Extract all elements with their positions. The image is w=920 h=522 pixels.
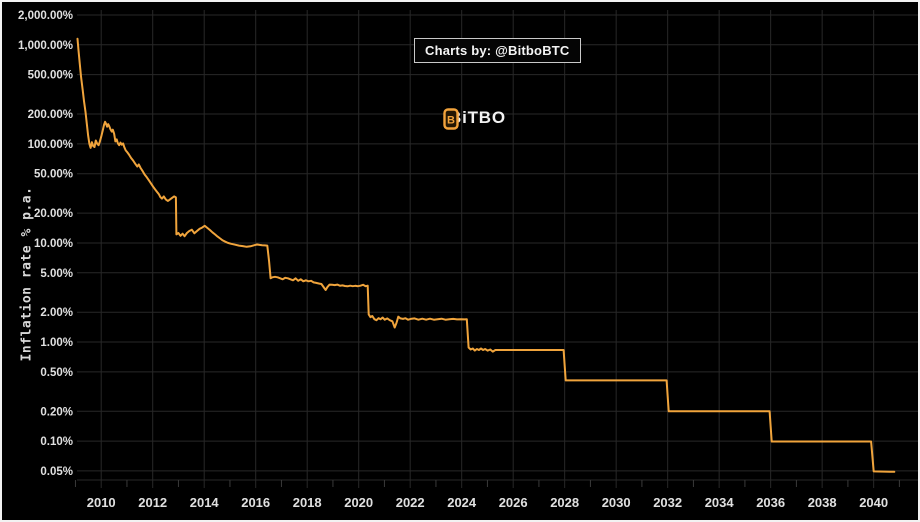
y-tick-label: 0.50% [40, 367, 73, 379]
x-tick-label: 2012 [138, 495, 167, 510]
y-tick-label: 1,000.00% [18, 40, 73, 52]
y-tick-label: 0.10% [40, 436, 73, 448]
x-tick-label: 2036 [756, 495, 785, 510]
x-tick-label: 2022 [396, 495, 425, 510]
y-tick-label: 1.00% [40, 337, 73, 349]
charts-by-badge: Charts by: @BitboBTC [414, 38, 581, 63]
x-tick-label: 2010 [87, 495, 116, 510]
inflation-rate-line [76, 37, 896, 473]
x-tick-label: 2032 [653, 495, 682, 510]
charts-by-label: Charts by: @BitboBTC [425, 43, 570, 58]
x-tick-label: 2026 [499, 495, 528, 510]
y-tick-label: 50.00% [34, 169, 73, 181]
x-tick-label: 2038 [808, 495, 837, 510]
x-tick-label: 2014 [190, 495, 220, 510]
x-tick-label: 2024 [447, 495, 477, 510]
x-tick-label: 2020 [344, 495, 373, 510]
x-tick-label: 2016 [241, 495, 270, 510]
y-tick-label: 5.00% [40, 268, 73, 280]
y-tick-label: 500.00% [28, 70, 73, 82]
y-tick-label: 20.00% [34, 208, 73, 220]
y-tick-label: 0.20% [40, 406, 73, 418]
svg-text:B: B [447, 115, 455, 127]
y-axis-title: Inflation rate % p.a. [19, 186, 35, 362]
bitbo-logo: B BiTBO [443, 108, 506, 130]
y-tick-label: 10.00% [34, 238, 73, 250]
x-tick-label: 2034 [705, 495, 735, 510]
x-tick-label: 2030 [602, 495, 631, 510]
y-tick-label: 2,000.00% [18, 10, 73, 22]
y-tick-label: 2.00% [40, 307, 73, 319]
bitbo-logo-text: BiTBO [449, 108, 506, 127]
x-tick-label: 2018 [293, 495, 322, 510]
x-tick-label: 2040 [859, 495, 888, 510]
x-tick-label: 2028 [550, 495, 579, 510]
y-tick-label: 200.00% [28, 109, 73, 121]
y-tick-label: 0.05% [40, 466, 73, 478]
y-tick-label: 100.00% [28, 139, 73, 151]
